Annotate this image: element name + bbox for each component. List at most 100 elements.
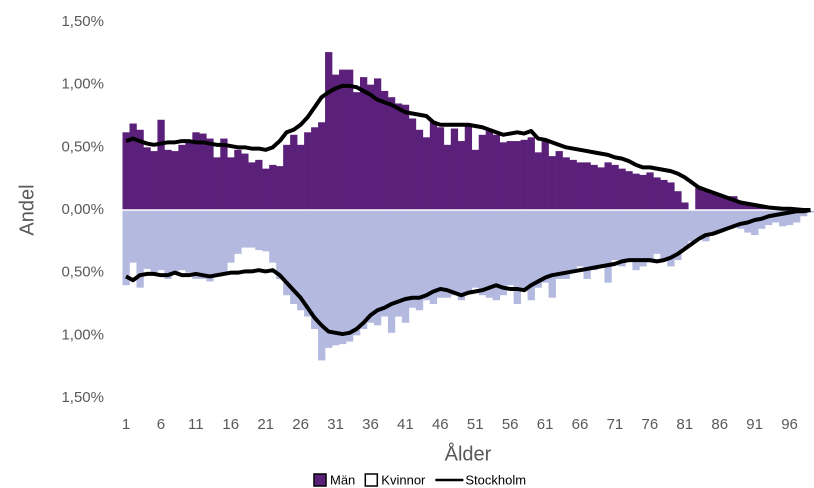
bar	[192, 132, 200, 210]
x-axis-title: Ålder	[445, 442, 492, 465]
bar	[373, 78, 382, 211]
bar	[471, 149, 480, 210]
bar	[213, 210, 221, 276]
bar	[527, 210, 535, 301]
bar	[786, 210, 794, 226]
bar	[394, 103, 403, 210]
bar	[562, 210, 570, 279]
x-tick-label: 36	[362, 416, 379, 433]
bar	[751, 204, 759, 210]
bar	[283, 144, 291, 210]
bar	[178, 210, 186, 271]
bar	[276, 210, 284, 279]
x-tick-label: 46	[432, 416, 449, 433]
bar	[737, 201, 745, 210]
bar	[269, 164, 277, 210]
bar	[499, 210, 507, 296]
bar	[485, 210, 493, 298]
x-tick-label: 96	[781, 416, 798, 433]
bar	[311, 127, 319, 210]
bar	[234, 210, 242, 254]
bar	[353, 92, 361, 210]
bar	[464, 126, 473, 210]
y-tick-label: 0,50%	[61, 264, 104, 281]
bar	[262, 168, 270, 210]
bar	[408, 210, 417, 308]
bar	[478, 210, 487, 296]
bar	[793, 210, 801, 223]
bar	[359, 210, 368, 330]
x-tick-label: 16	[222, 416, 239, 433]
bar	[716, 194, 724, 210]
bar	[206, 138, 214, 210]
bar	[646, 210, 654, 263]
bar	[632, 210, 640, 271]
bar	[520, 210, 528, 292]
bar	[555, 210, 563, 279]
x-tick-label: 31	[327, 416, 344, 433]
bar	[744, 203, 752, 210]
x-tick-label: 86	[711, 416, 728, 433]
bar	[387, 210, 396, 333]
x-tick-label: 66	[572, 416, 589, 433]
legend-swatch	[364, 473, 379, 487]
bar	[346, 210, 354, 342]
bar	[408, 118, 417, 210]
x-tick-label: 61	[537, 416, 554, 433]
bar	[353, 210, 361, 336]
bar	[569, 159, 577, 210]
bar	[660, 179, 668, 210]
bar	[304, 132, 312, 210]
x-tick-label: 76	[642, 416, 659, 433]
legend-swatch	[313, 473, 327, 487]
bar	[283, 210, 291, 296]
bar	[276, 166, 284, 210]
bar	[702, 210, 710, 242]
bar	[597, 167, 605, 210]
bar	[346, 69, 354, 210]
bar	[373, 210, 382, 326]
bar	[492, 210, 500, 301]
bar	[332, 74, 340, 210]
bar	[248, 210, 256, 248]
bar	[387, 97, 396, 210]
bar	[527, 137, 535, 210]
bar	[339, 69, 347, 210]
bar	[702, 189, 710, 210]
bar	[150, 151, 158, 210]
bar	[206, 210, 214, 282]
bar	[604, 162, 612, 210]
bar	[318, 122, 326, 210]
bar	[499, 142, 507, 210]
bar	[639, 210, 647, 267]
bar	[422, 210, 431, 301]
bar	[136, 129, 144, 210]
bar	[737, 210, 745, 229]
y-tick-label: 1,50%	[61, 13, 104, 30]
x-tick-label: 56	[502, 416, 519, 433]
bar	[576, 162, 584, 210]
bar	[422, 137, 431, 210]
bar	[590, 210, 598, 271]
bar	[185, 210, 193, 273]
bar	[394, 210, 403, 317]
bar	[541, 210, 549, 283]
legend-label: Kvinnor	[381, 472, 426, 487]
bar	[464, 210, 473, 292]
bar	[241, 210, 249, 248]
bar	[674, 191, 682, 210]
bar	[304, 210, 312, 317]
bar	[157, 119, 165, 210]
bar	[443, 210, 452, 298]
bar	[227, 157, 235, 210]
bar	[436, 210, 445, 298]
bar	[269, 210, 277, 263]
bar	[583, 162, 591, 210]
bar	[185, 141, 193, 210]
x-tick-label: 91	[746, 416, 763, 433]
bar	[513, 210, 521, 304]
bar	[122, 132, 130, 210]
bar	[199, 210, 207, 279]
bar	[653, 177, 661, 210]
